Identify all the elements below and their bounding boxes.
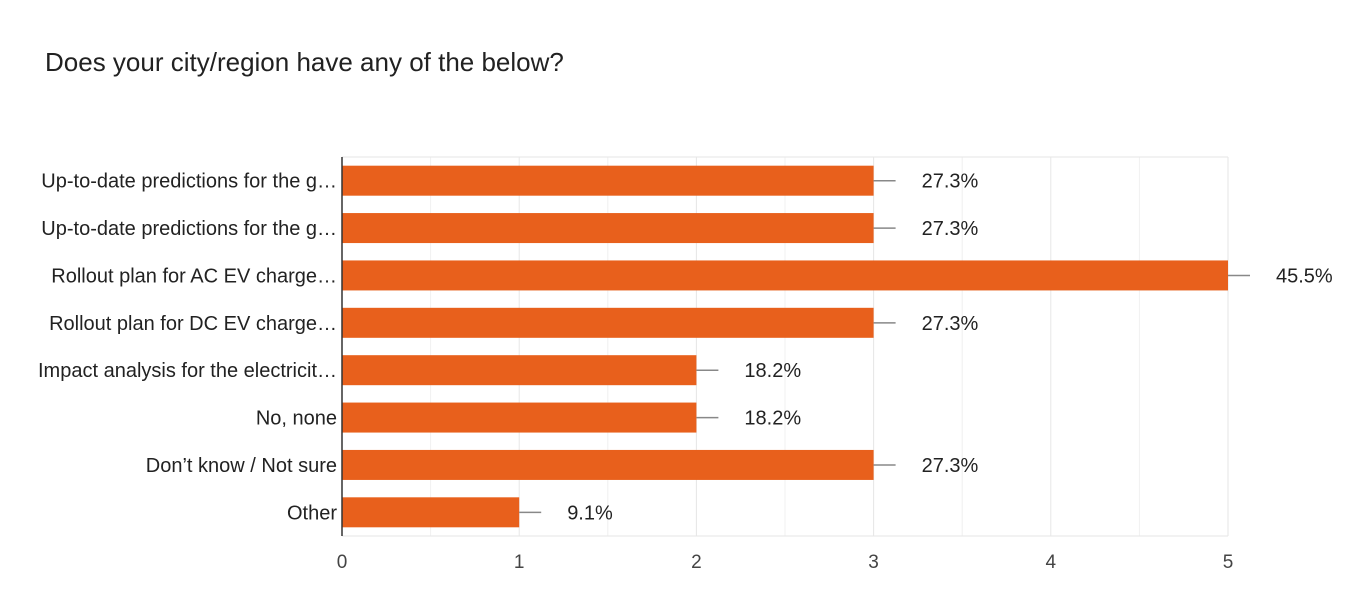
category-label: No, none (256, 408, 337, 430)
bar (342, 260, 1228, 291)
chart-title: Does your city/region have any of the be… (45, 47, 564, 77)
data-label: 18.2% (744, 360, 801, 382)
category-label: Up-to-date predictions for the g… (41, 171, 337, 193)
category-label: Other (287, 502, 337, 524)
bar (342, 497, 520, 528)
category-label: Impact analysis for the electricit… (38, 360, 337, 382)
bar (342, 165, 874, 196)
x-tick-label: 2 (691, 552, 702, 573)
category-label: Rollout plan for AC EV charge… (51, 265, 337, 287)
data-label: 27.3% (922, 171, 979, 193)
bar (342, 449, 874, 480)
data-label: 27.3% (922, 313, 979, 335)
data-label: 9.1% (567, 502, 613, 524)
data-label: 27.3% (922, 218, 979, 240)
bar (342, 307, 874, 338)
data-label: 27.3% (922, 455, 979, 477)
bar (342, 213, 874, 244)
bar (342, 355, 697, 386)
x-tick-label: 5 (1223, 552, 1234, 573)
category-label: Rollout plan for DC EV charge… (49, 313, 337, 335)
data-label: 45.5% (1276, 265, 1333, 287)
data-label: 18.2% (744, 408, 801, 430)
labels: 27.3% Up-to-date predictions for the g… 27… (38, 171, 1333, 573)
x-tick-label: 3 (868, 552, 879, 573)
bar (342, 402, 697, 433)
x-tick-label: 1 (514, 552, 525, 573)
category-label: Don’t know / Not sure (146, 455, 337, 477)
x-tick-label: 4 (1046, 552, 1057, 573)
category-label: Up-to-date predictions for the g… (41, 218, 337, 240)
x-tick-label: 0 (337, 552, 348, 573)
bars (342, 165, 1250, 528)
